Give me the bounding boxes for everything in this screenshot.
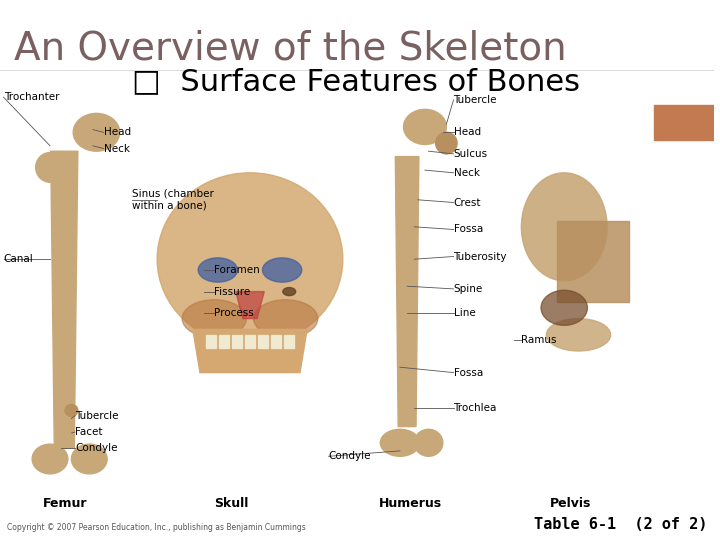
Text: Facet: Facet	[75, 427, 102, 437]
Text: □  Surface Features of Bones: □ Surface Features of Bones	[132, 68, 580, 97]
Ellipse shape	[198, 258, 238, 282]
Text: Spine: Spine	[454, 284, 483, 294]
Text: Fissure: Fissure	[215, 287, 251, 296]
Text: Crest: Crest	[454, 198, 481, 207]
Text: Head: Head	[454, 127, 481, 137]
Text: Condyle: Condyle	[328, 451, 371, 461]
Text: Tubercle: Tubercle	[454, 95, 497, 105]
Ellipse shape	[65, 404, 78, 416]
Ellipse shape	[546, 319, 611, 351]
Ellipse shape	[541, 291, 588, 325]
Text: Trochanter: Trochanter	[4, 92, 59, 102]
Ellipse shape	[283, 287, 296, 296]
Bar	[232, 335, 242, 348]
Text: Fossa: Fossa	[454, 368, 483, 377]
Text: Foramen: Foramen	[215, 265, 260, 275]
Text: Canal: Canal	[4, 254, 33, 264]
Text: Table 6-1  (2 of 2): Table 6-1 (2 of 2)	[534, 517, 707, 532]
Bar	[557, 221, 629, 302]
Text: Tubercle: Tubercle	[75, 411, 119, 421]
Bar	[271, 335, 281, 348]
Ellipse shape	[436, 132, 457, 154]
Ellipse shape	[380, 429, 420, 456]
Text: An Overview of the Skeleton: An Overview of the Skeleton	[14, 30, 567, 68]
Text: Copyright © 2007 Pearson Education, Inc., publishing as Benjamin Cummings: Copyright © 2007 Pearson Education, Inc.…	[7, 523, 306, 532]
Ellipse shape	[403, 109, 446, 145]
Ellipse shape	[521, 173, 607, 281]
Bar	[284, 335, 294, 348]
Text: Line: Line	[454, 308, 475, 318]
Text: Trochlea: Trochlea	[454, 403, 497, 413]
Polygon shape	[235, 292, 264, 319]
Text: Head: Head	[104, 127, 131, 137]
Polygon shape	[50, 151, 78, 448]
Ellipse shape	[157, 173, 343, 346]
Ellipse shape	[414, 429, 443, 456]
Ellipse shape	[32, 444, 68, 474]
Text: Sulcus: Sulcus	[454, 149, 487, 159]
Bar	[654, 105, 714, 140]
Text: Tuberosity: Tuberosity	[454, 252, 507, 261]
Bar	[207, 335, 217, 348]
Ellipse shape	[71, 444, 107, 474]
Polygon shape	[193, 329, 307, 373]
Text: Pelvis: Pelvis	[550, 497, 591, 510]
Ellipse shape	[182, 300, 246, 338]
Bar	[245, 335, 255, 348]
Text: Humerus: Humerus	[379, 497, 441, 510]
Text: Ramus: Ramus	[521, 335, 557, 345]
Text: Femur: Femur	[43, 497, 87, 510]
Text: Neck: Neck	[454, 168, 480, 178]
Text: Condyle: Condyle	[75, 443, 117, 453]
Ellipse shape	[73, 113, 120, 151]
Polygon shape	[395, 157, 419, 427]
Ellipse shape	[36, 152, 64, 183]
Text: Neck: Neck	[104, 144, 130, 153]
Bar	[220, 335, 229, 348]
Text: Sinus (chamber
within a bone): Sinus (chamber within a bone)	[132, 189, 214, 211]
Ellipse shape	[263, 258, 302, 282]
Ellipse shape	[253, 300, 318, 338]
Text: Skull: Skull	[215, 497, 248, 510]
Bar	[258, 335, 268, 348]
Text: Fossa: Fossa	[454, 225, 483, 234]
Text: Process: Process	[215, 308, 254, 318]
